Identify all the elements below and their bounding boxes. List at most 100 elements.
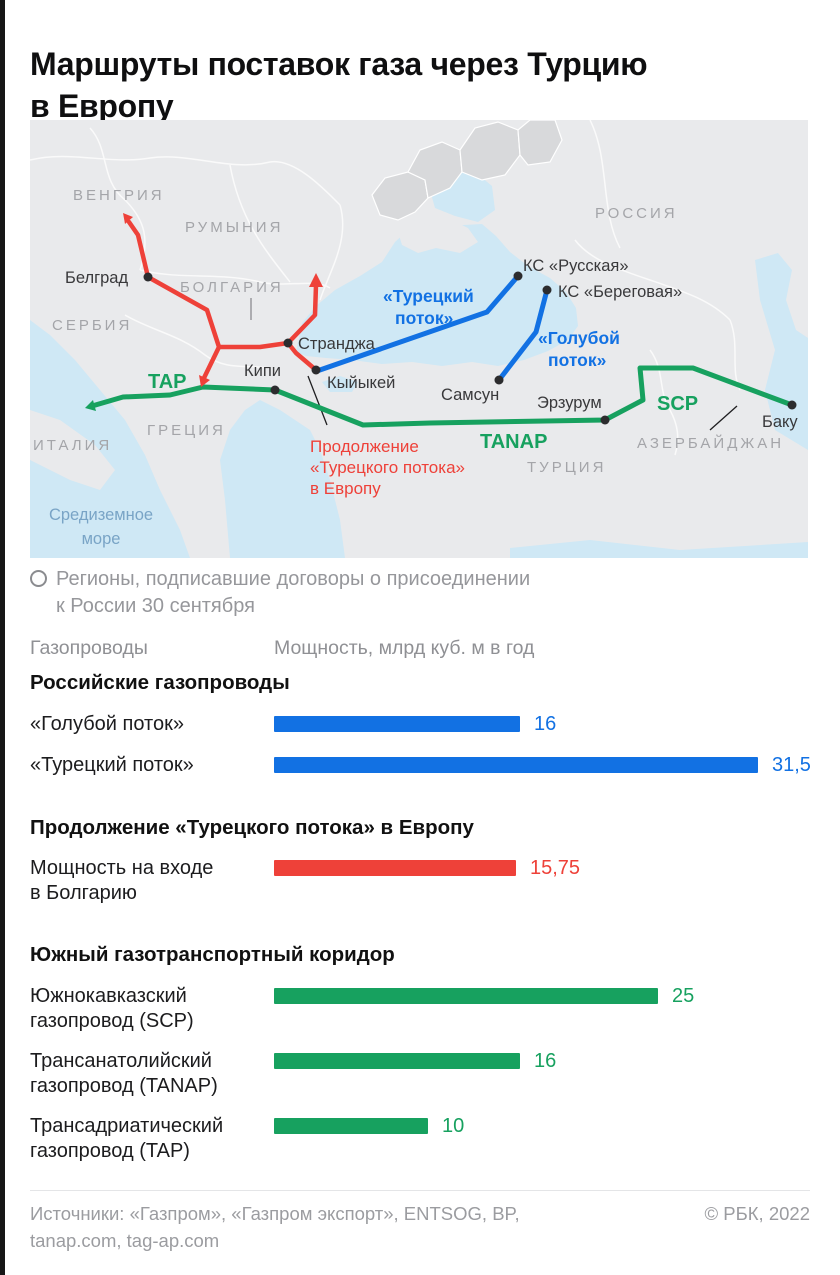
chart-row-tanap: Трансанатолийский газопровод (TANAP) 16 xyxy=(30,1049,820,1099)
highlighted-regions xyxy=(371,120,563,221)
row-label: Трансанатолийский газопровод (TANAP) xyxy=(30,1049,274,1099)
copyright: © РБК, 2022 xyxy=(704,1203,810,1224)
pipelines xyxy=(89,219,795,428)
dot-erzurum xyxy=(600,415,610,425)
footer-divider xyxy=(30,1190,810,1191)
dot-ks-russkaya xyxy=(513,271,523,281)
label-serbia: СЕРБИЯ xyxy=(52,317,132,334)
label-ks-beregovaya: КС «Береговая» xyxy=(558,283,682,301)
city-dots xyxy=(143,271,797,425)
section-header-southern-corridor: Южный газотранспортный коридор xyxy=(30,943,395,966)
bar-scp xyxy=(274,988,658,1004)
dot-strandzha xyxy=(283,338,293,348)
arrowhead-hungary xyxy=(123,213,133,224)
chart-row-blue-stream: «Голубой поток» 16 xyxy=(30,712,820,737)
table-headers: Газопроводы Мощность, млрд куб. м в год xyxy=(30,637,810,660)
pipeline-turkish-stream-extension xyxy=(145,274,319,373)
sources-line-1: Источники: «Газпром», «Газпром экспорт»,… xyxy=(30,1203,520,1224)
label-romania: РУМЫНИЯ xyxy=(185,219,283,236)
bar-value: 16 xyxy=(534,713,557,735)
chart-row-scp: Южнокавказский газопровод (SCP) 25 xyxy=(30,984,820,1034)
label-blue-stream-2: поток» xyxy=(548,350,606,370)
dot-belgrade xyxy=(143,272,153,282)
label-baku: Баку xyxy=(762,413,798,431)
extension-branch-hungary xyxy=(126,219,151,280)
label-turkish-stream-1: «Турецкий xyxy=(383,286,474,306)
label-turkey: ТУРЦИЯ xyxy=(527,459,606,476)
label-mediterranean-1: Средиземное xyxy=(49,506,153,524)
row-label-line: Мощность на входе xyxy=(30,857,214,879)
pipeline-turkish-stream xyxy=(314,273,521,374)
region-marker-icon xyxy=(30,570,47,587)
map: ВЕНГРИЯ РУМЫНИЯ БОЛГАРИЯ СЕРБИЯ ИТАЛИЯ Г… xyxy=(30,120,808,558)
extension-callout-line xyxy=(307,375,328,426)
row-label: Трансадриатический газопровод (TAP) xyxy=(30,1114,274,1164)
label-tap: TAP xyxy=(148,371,187,393)
title-line-2: в Европу xyxy=(30,88,174,125)
bar-blue-stream xyxy=(274,716,520,732)
extension-branch-coast xyxy=(285,282,319,346)
label-kiyikoy: Кыйыкей xyxy=(327,374,395,392)
row-label-line: Трансанатолийский xyxy=(30,1050,212,1072)
bar-turkish-stream xyxy=(274,757,758,773)
extension-branch-southwest xyxy=(200,344,222,383)
pipeline-blue-stream xyxy=(496,287,550,383)
pipeline-scp-tanap-tap xyxy=(89,365,795,428)
row-label: Мощность на входе в Болгарию xyxy=(30,856,274,906)
label-ks-russkaya: КС «Русская» xyxy=(523,257,629,275)
italy-land xyxy=(30,410,115,490)
row-label: «Турецкий поток» xyxy=(30,753,274,778)
arrowhead-tap xyxy=(85,400,96,411)
page-title: Маршруты поставок газа через Турцию в Евр… xyxy=(30,43,750,127)
label-blue-stream-1: «Голубой xyxy=(538,328,620,348)
label-greece: ГРЕЦИЯ xyxy=(147,422,226,439)
dot-kipi xyxy=(270,385,280,395)
bar-tap xyxy=(274,1118,428,1134)
chart-row-bulgaria-entry: Мощность на входе в Болгарию 15,75 xyxy=(30,856,820,906)
arrowhead-to-tanap xyxy=(199,375,210,387)
bar-value: 16 xyxy=(534,1050,557,1072)
row-label-line: в Болгарию xyxy=(30,882,137,904)
marmara-sea xyxy=(322,376,358,392)
label-bulgaria: БОЛГАРИЯ xyxy=(180,279,284,296)
bar-value: 10 xyxy=(442,1115,465,1137)
label-erzurum: Эрзурум xyxy=(537,394,602,412)
section-header-russian: Российские газопроводы xyxy=(30,671,290,694)
row-label-line: газопровод (TANAP) xyxy=(30,1075,218,1097)
chart-row-tap: Трансадриатический газопровод (TAP) 10 xyxy=(30,1114,820,1164)
row-label-line: «Турецкий поток» xyxy=(30,754,194,776)
label-italy: ИТАЛИЯ xyxy=(33,437,112,454)
header-capacity: Мощность, млрд куб. м в год xyxy=(274,637,535,659)
label-samsun: Самсун xyxy=(441,386,499,404)
row-label-line: газопровод (SCP) xyxy=(30,1010,194,1032)
section-header-extension: Продолжение «Турецкого потока» в Европу xyxy=(30,816,474,839)
row-label-line: Трансадриатический xyxy=(30,1115,224,1137)
region-polygon xyxy=(517,120,563,166)
label-azerbaijan: АЗЕРБАЙДЖАН xyxy=(637,434,784,452)
caspian-sea xyxy=(755,253,808,450)
dot-ks-beregovaya xyxy=(542,285,552,295)
aegean-sea xyxy=(220,400,345,558)
bar-bulgaria-entry xyxy=(274,860,516,876)
label-strandzha: Странджа xyxy=(298,335,376,353)
bar-value: 25 xyxy=(672,985,695,1007)
row-label-line: Южнокавказский xyxy=(30,985,187,1007)
chart-row-turkish-stream: «Турецкий поток» 31,5 xyxy=(30,753,820,778)
bar-value: 31,5 xyxy=(772,754,811,776)
header-pipelines: Газопроводы xyxy=(30,637,148,659)
row-label: Южнокавказский газопровод (SCP) xyxy=(30,984,274,1034)
bar-value: 15,75 xyxy=(530,857,581,879)
legend-line-2: к России 30 сентября xyxy=(56,595,255,617)
sources-line-2: tanap.com, tag-ap.com xyxy=(30,1230,220,1251)
dot-samsun xyxy=(494,375,504,385)
map-legend: Регионы, подписавшие договоры о присоеди… xyxy=(30,566,530,620)
adriatic-sea xyxy=(30,320,190,558)
legend-line-1: Регионы, подписавшие договоры о присоеди… xyxy=(56,568,531,590)
azerbaijan-leader-line xyxy=(709,405,738,431)
label-extension-1: Продолжение xyxy=(310,437,419,456)
row-label: «Голубой поток» xyxy=(30,712,274,737)
label-russia: РОССИЯ xyxy=(595,205,678,222)
map-svg: ВЕНГРИЯ РУМЫНИЯ БОЛГАРИЯ СЕРБИЯ ИТАЛИЯ Г… xyxy=(30,120,808,558)
bar-tanap xyxy=(274,1053,520,1069)
